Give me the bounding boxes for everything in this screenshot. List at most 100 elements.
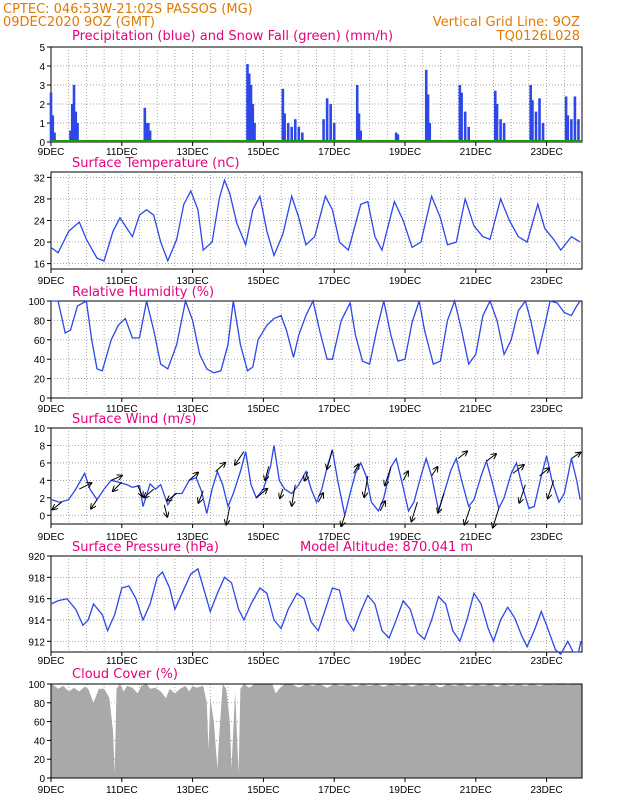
precip-bar	[577, 119, 580, 142]
precip-bar	[70, 104, 74, 142]
x-tick-label: 15DEC	[247, 532, 279, 543]
x-tick-label: 9DEC	[38, 532, 65, 543]
precip-bar	[329, 104, 332, 142]
wind-vector	[457, 451, 467, 459]
x-tick-label: 13DEC	[176, 276, 208, 287]
wind-vector	[226, 506, 231, 525]
wind-vector	[379, 501, 385, 512]
x-tick-label: 15DEC	[247, 656, 279, 667]
precip-bar	[458, 85, 462, 142]
x-tick-label: 21DEC	[460, 276, 492, 287]
y-tick-label: 2	[39, 494, 45, 505]
y-tick-label: 20	[34, 375, 46, 386]
x-tick-label: 21DEC	[460, 404, 492, 415]
x-tick-label: 11DEC	[106, 404, 138, 415]
x-tick-label: 11DEC	[106, 656, 138, 667]
wind-vector	[113, 481, 123, 491]
x-tick-label: 13DEC	[176, 404, 208, 415]
panel-title: Surface Wind (m/s)	[72, 412, 196, 427]
y-tick-label: 100	[28, 680, 45, 691]
precip-bar	[573, 96, 577, 142]
x-tick-label: 13DEC	[176, 656, 208, 667]
panel-cloud: 0 20 40 60 80 100 9DEC 11DEC 13DEC 15DEC 17DEC 19DE…	[28, 667, 583, 796]
precip-bar	[246, 64, 249, 142]
precip-bar	[495, 104, 499, 142]
series-line	[51, 298, 581, 374]
precip-bar	[286, 123, 290, 142]
precip-bar	[74, 111, 78, 142]
x-tick-label: 11DEC	[106, 147, 138, 158]
x-tick-label: 13DEC	[176, 785, 208, 796]
y-tick-label: 100	[28, 297, 45, 308]
wind-vector	[464, 506, 471, 525]
precip-bar	[290, 126, 294, 142]
precip-bar	[541, 123, 545, 142]
precip-bar	[460, 92, 463, 142]
wind-vector	[571, 453, 580, 459]
panel-annotation: Model Altitude: 870.041 m	[300, 540, 473, 555]
x-tick-label: 9DEC	[38, 147, 65, 158]
precip-bar	[253, 123, 256, 142]
x-tick-label: 19DEC	[389, 656, 421, 667]
y-tick-label: 40	[34, 736, 46, 747]
precip-bar	[538, 98, 541, 142]
x-tick-label: 23DEC	[530, 656, 562, 667]
precip-bar	[148, 130, 152, 142]
header-run-code: TQ0126L028	[496, 29, 580, 44]
precip-bar	[145, 123, 148, 142]
y-tick-label: 24	[34, 217, 46, 228]
wind-vector	[353, 464, 359, 474]
x-tick-label: 21DEC	[460, 147, 492, 158]
wind-vector	[137, 485, 143, 497]
wind-vector	[280, 488, 283, 498]
y-tick-label: 16	[34, 260, 46, 271]
wind-vector	[317, 493, 323, 503]
panel-title: Relative Humidity (%)	[72, 285, 214, 300]
precip-bar	[53, 132, 56, 142]
y-tick-label: 916	[28, 595, 45, 606]
y-tick-label: 912	[28, 637, 45, 648]
x-tick-label: 23DEC	[530, 276, 562, 287]
wind-vector	[91, 499, 98, 509]
precip-bar	[570, 119, 573, 142]
x-tick-label: 17DEC	[318, 532, 350, 543]
x-tick-label: 9DEC	[38, 656, 65, 667]
precip-bar	[251, 104, 255, 142]
x-tick-label: 11DEC	[106, 276, 138, 287]
y-tick-label: 0	[39, 394, 45, 405]
precip-bar	[564, 96, 568, 142]
x-tick-label: 11DEC	[106, 532, 138, 543]
precip-bar	[332, 123, 336, 142]
cloud-cover-area	[51, 684, 582, 778]
y-tick-label: 28	[34, 195, 46, 206]
wind-vector	[548, 480, 555, 498]
precip-bar	[355, 85, 359, 142]
wind-vector	[411, 502, 418, 521]
precip-bar	[247, 73, 251, 142]
precip-bar	[72, 85, 76, 142]
x-tick-label: 13DEC	[176, 147, 208, 158]
y-tick-label: 918	[28, 573, 45, 584]
x-tick-label: 21DEC	[460, 532, 492, 543]
precip-bar	[322, 119, 325, 142]
precip-bar	[394, 132, 398, 142]
wind-vector	[167, 493, 177, 500]
x-tick-label: 9DEC	[38, 404, 65, 415]
x-tick-label: 21DEC	[460, 656, 492, 667]
header-grid-note: Vertical Grid Line: 9OZ	[433, 15, 580, 30]
panel-pres: 912 914 916 918 920 9DEC 11DEC 13DEC 15DEC 17DEC 1…	[28, 540, 583, 667]
y-tick-label: 0	[39, 774, 45, 785]
x-tick-label: 19DEC	[389, 147, 421, 158]
y-tick-label: 20	[34, 755, 46, 766]
y-tick-label: 920	[28, 552, 45, 563]
wind-vector	[198, 490, 204, 503]
precip-bar	[467, 126, 471, 142]
wind-vector	[305, 471, 308, 481]
panel-rh: 0 20 40 60 80 100 9DEC 11DEC 13DEC 15DEC 17DEC 19DE…	[28, 285, 583, 415]
wind-vector	[144, 488, 154, 497]
precip-bar	[281, 88, 285, 142]
precip-bar	[499, 119, 502, 142]
panel-title: Surface Pressure (hPa)	[72, 540, 219, 555]
x-tick-label: 19DEC	[389, 404, 421, 415]
x-tick-label: 17DEC	[318, 656, 350, 667]
